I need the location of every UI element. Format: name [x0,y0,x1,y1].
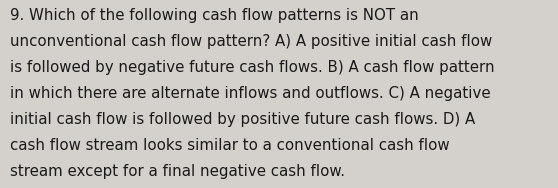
Text: initial cash flow is followed by positive future cash flows. D) A: initial cash flow is followed by positiv… [10,112,475,127]
Text: in which there are alternate inflows and outflows. C) A negative: in which there are alternate inflows and… [10,86,490,101]
Text: is followed by negative future cash flows. B) A cash flow pattern: is followed by negative future cash flow… [10,60,495,75]
Text: stream except for a final negative cash flow.: stream except for a final negative cash … [10,164,345,179]
Text: unconventional cash flow pattern? A) A positive initial cash flow: unconventional cash flow pattern? A) A p… [10,34,492,49]
Text: 9. Which of the following cash flow patterns is NOT an: 9. Which of the following cash flow patt… [10,8,419,24]
Text: cash flow stream looks similar to a conventional cash flow: cash flow stream looks similar to a conv… [10,138,450,153]
